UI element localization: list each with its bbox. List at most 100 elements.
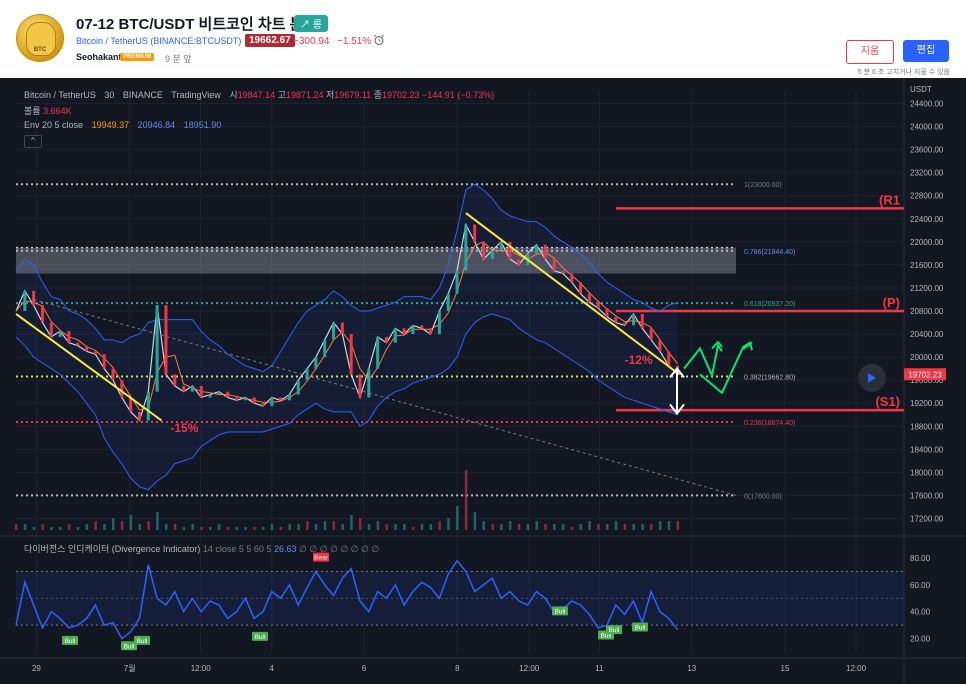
volume-bar: [67, 524, 71, 530]
envelope-upper-line: [15, 183, 678, 373]
symbol-name: Bitcoin / TetherUS: [76, 36, 148, 46]
legend-source: TradingView: [171, 90, 221, 100]
legend-open-label: 시: [229, 90, 238, 100]
edit-time-note: 5 분 6 초 고치거나 지울 수 있음: [857, 69, 950, 76]
volume-bar: [605, 524, 609, 530]
volume-bar: [544, 524, 547, 530]
candle-body: [129, 397, 133, 412]
fib-level-label: 0.786(21844.40): [744, 249, 795, 256]
y-tick-label: 20400.00: [910, 330, 944, 339]
signal-label: Bull: [601, 633, 612, 640]
legend-close: 19702.23: [381, 90, 420, 100]
candle-body: [482, 241, 486, 260]
volume-bar: [138, 524, 141, 530]
fib-level-label: 0.382(19662.80): [744, 375, 795, 382]
env-lower-value: 18951.90: [183, 120, 222, 130]
signal-label: Bull: [65, 638, 76, 645]
yellow-trendline-right: [465, 212, 680, 376]
candle-body: [649, 328, 653, 340]
volume-bar: [279, 527, 283, 530]
volume-bar: [526, 524, 530, 530]
legend-symbol: Bitcoin / TetherUS: [24, 90, 96, 100]
y-tick-label: 18800.00: [910, 422, 944, 431]
chart-area[interactable]: 24400.00 24000.00 23600.00 23200.00 22800.00…: [0, 78, 966, 684]
volume-bar: [297, 524, 300, 530]
chart-legend-main: Bitcoin / TetherUS 30 BINANCE TradingVie…: [24, 88, 494, 101]
volume-bar: [129, 515, 133, 530]
volume-bar: [667, 521, 671, 530]
candle-body: [596, 302, 600, 309]
legend-close-label: 종: [373, 90, 382, 100]
signal-label: Bull: [124, 643, 135, 650]
legend-open: 19847.14: [237, 90, 276, 100]
candle-body: [40, 305, 44, 323]
volume-bar: [200, 527, 203, 530]
author-name[interactable]: Seohakant: [76, 52, 122, 62]
volume-bar: [438, 521, 441, 530]
idea-title: 07-12 BTC/USDT 비트코인 차트 분석: [76, 16, 318, 33]
candle-body: [367, 368, 371, 398]
legend-exchange: BINANCE: [122, 90, 163, 100]
resistance-zone: [16, 247, 736, 274]
arrow-head-up: [669, 367, 685, 378]
candle-body: [631, 313, 635, 326]
volume-bar: [85, 524, 89, 530]
candle-body: [561, 270, 565, 274]
drop-percent-label: -12%: [625, 353, 653, 367]
candle-body: [208, 394, 212, 398]
osc-y-tick-label: 20.00: [910, 635, 931, 644]
volume-bar: [456, 506, 459, 530]
price-chart-canvas[interactable]: 24400.00 24000.00 23600.00 23200.00 22800.00…: [0, 78, 966, 684]
fib-level-label: 0.236(18874.40): [744, 420, 795, 427]
candle-body: [314, 357, 318, 369]
candle-body: [332, 322, 336, 340]
y-tick-label: 18400.00: [910, 445, 944, 454]
edit-button[interactable]: 편집: [903, 40, 949, 62]
volume-bar: [59, 527, 62, 530]
indicator-zeros: ∅ ∅ ∅ ∅ ∅ ∅ ∅ ∅: [298, 544, 380, 554]
volume-bar: [103, 524, 106, 530]
signal-badge-bull: [252, 631, 268, 641]
volume-bar: [535, 521, 538, 530]
volume-bar: [658, 521, 662, 530]
candle-body: [393, 328, 397, 343]
volume-bar: [623, 524, 627, 530]
candle-body: [623, 322, 627, 326]
candle-body: [93, 351, 97, 355]
volume-bar: [394, 524, 397, 530]
candle-body: [279, 397, 283, 401]
x-tick-label: 13: [687, 664, 696, 673]
volume-bar: [23, 524, 27, 530]
candle-body: [217, 391, 221, 395]
symbol-link[interactable]: Bitcoin / TetherUS (BINANCE:BTCUSDT): [76, 36, 241, 46]
candle-body: [305, 368, 309, 381]
delete-button[interactable]: 지움: [846, 40, 894, 64]
collapse-legend-button[interactable]: ^: [24, 135, 42, 148]
signal-badge-bull: [606, 625, 622, 635]
price-change: −300.94: [293, 36, 330, 47]
x-tick-label: 12:00: [191, 664, 212, 673]
arrow-head-down: [669, 403, 685, 416]
candle-body: [111, 368, 115, 381]
candle-body: [349, 334, 353, 375]
volume-bar: [500, 524, 503, 530]
volume-bar: [50, 527, 53, 530]
y-tick-label: 20000.00: [910, 353, 944, 362]
projection-arrowhead-2: [741, 341, 753, 351]
candle-body: [579, 282, 583, 294]
author-avatar[interactable]: BTC: [16, 14, 64, 62]
price-change-percent: −1.51%: [337, 36, 372, 47]
signal-label: Bull: [609, 627, 620, 634]
post-time: 9 분 앞: [165, 54, 192, 64]
alarm-clock-icon[interactable]: [373, 34, 385, 46]
candle-body: [49, 322, 53, 337]
y-tick-label: 21200.00: [910, 284, 944, 293]
y-tick-label: 23200.00: [910, 169, 944, 178]
y-tick-label: 24000.00: [910, 123, 944, 132]
chart-background: [0, 78, 966, 684]
signal-badge-bull: [632, 622, 648, 632]
price-badge: 19662.67: [245, 34, 295, 47]
volume-label: 볼륨: [24, 106, 41, 116]
candle-body: [252, 397, 256, 404]
envelope-lower-line: [15, 313, 678, 491]
